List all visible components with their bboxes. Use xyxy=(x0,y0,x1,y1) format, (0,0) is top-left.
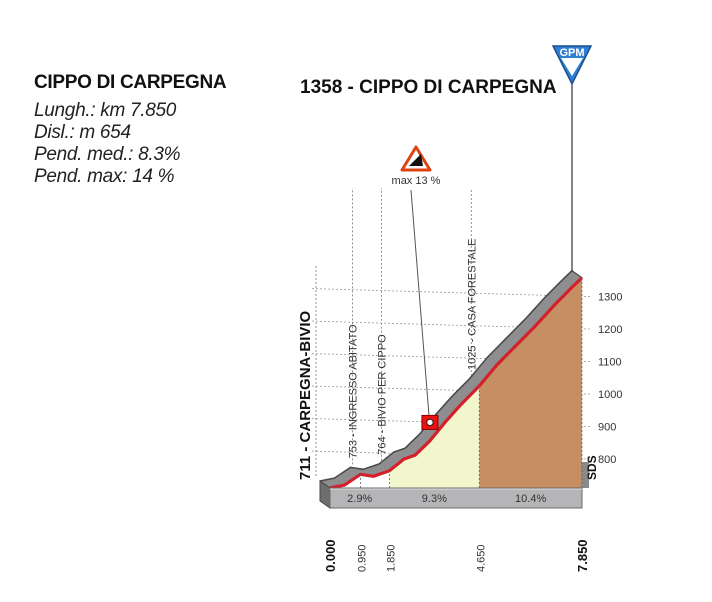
climb-average-gradient: Pend. med.: 8.3% xyxy=(34,144,181,165)
finish-label: SDS xyxy=(585,455,599,480)
max-gradient-leader xyxy=(410,189,431,428)
profile-ribbon-back-edge xyxy=(319,270,573,482)
profile-labels: 800 900 1000 1100 1200 1300 2.9% 9.3% 10.4% 0.000… xyxy=(297,47,622,572)
finish-strip xyxy=(581,462,589,488)
gpm-badge-inner xyxy=(561,58,583,76)
road-line xyxy=(329,276,584,490)
gradient-section-fill xyxy=(479,277,582,488)
chart-title: 1358 - CIPPO DI CARPEGNA xyxy=(300,77,557,98)
climb-length: Lungh.: km 7.850 xyxy=(34,100,177,121)
base-strip xyxy=(329,487,583,509)
climb-max-gradient: Pend. max: 14 % xyxy=(34,166,175,187)
elevation-tick-label: 1100 xyxy=(598,357,622,369)
waypoint-label: 1025 - CASA FORESTALE xyxy=(466,239,478,370)
waypoint-label: 711 - CARPEGNA-BIVIO xyxy=(297,310,314,480)
section-gradient-label: 10.4% xyxy=(515,493,546,505)
waypoint-label: 764 - BIVIO PER CIPPO xyxy=(376,334,388,455)
climb-info-panel: CIPPO DI CARPEGNA Lungh.: km 7.850 Disl.… xyxy=(34,72,227,188)
distance-tick-label: 4.650 xyxy=(475,544,487,572)
steep-warning-slope xyxy=(409,154,423,166)
distance-tick-label: 7.850 xyxy=(575,539,590,572)
steep-warning-icon xyxy=(400,145,432,172)
elevation-tick-label: 800 xyxy=(598,454,616,466)
profile-markers xyxy=(315,45,593,488)
distance-tick-label: 0.000 xyxy=(323,539,338,572)
elevation-tick-label: 900 xyxy=(598,422,616,434)
section-gradient-label: 9.3% xyxy=(422,493,447,505)
max-gradient-label: max 13 % xyxy=(392,175,441,187)
profile-base xyxy=(329,462,589,509)
section-gradient-label: 2.9% xyxy=(347,493,372,505)
climb-name: CIPPO DI CARPEGNA xyxy=(34,72,227,93)
distance-tick-label: 0.950 xyxy=(356,544,368,572)
distance-tick-label: 1.850 xyxy=(385,544,397,572)
max-gradient-dot xyxy=(426,418,434,427)
waypoint-label: 753 - INGRESSO ABITATO xyxy=(347,324,359,458)
gradient-section-fill xyxy=(330,470,390,488)
gpm-badge-label: GPM xyxy=(559,47,584,59)
elevation-tick-label: 1300 xyxy=(598,292,622,304)
elevation-tick-label: 1000 xyxy=(598,389,622,401)
elevation-tick-label: 1200 xyxy=(598,324,622,336)
climb-elevation-gain: Disl.: m 654 xyxy=(34,122,131,143)
